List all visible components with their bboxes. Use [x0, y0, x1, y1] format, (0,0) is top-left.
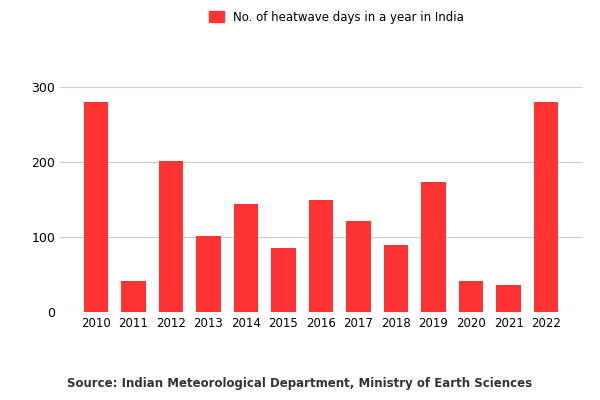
- Bar: [346, 220, 371, 312]
- Legend: No. of heatwave days in a year in India: No. of heatwave days in a year in India: [209, 11, 464, 24]
- Bar: [159, 160, 183, 312]
- Text: Source: Indian Meteorological Department, Ministry of Earth Sciences: Source: Indian Meteorological Department…: [67, 378, 533, 390]
- Bar: [421, 182, 446, 312]
- Bar: [534, 102, 558, 312]
- Bar: [496, 285, 521, 312]
- Bar: [271, 248, 296, 312]
- Bar: [384, 244, 408, 312]
- Bar: [196, 236, 221, 312]
- Bar: [121, 280, 146, 312]
- Bar: [309, 200, 333, 312]
- Bar: [234, 204, 258, 312]
- Bar: [84, 102, 108, 312]
- Bar: [459, 280, 483, 312]
